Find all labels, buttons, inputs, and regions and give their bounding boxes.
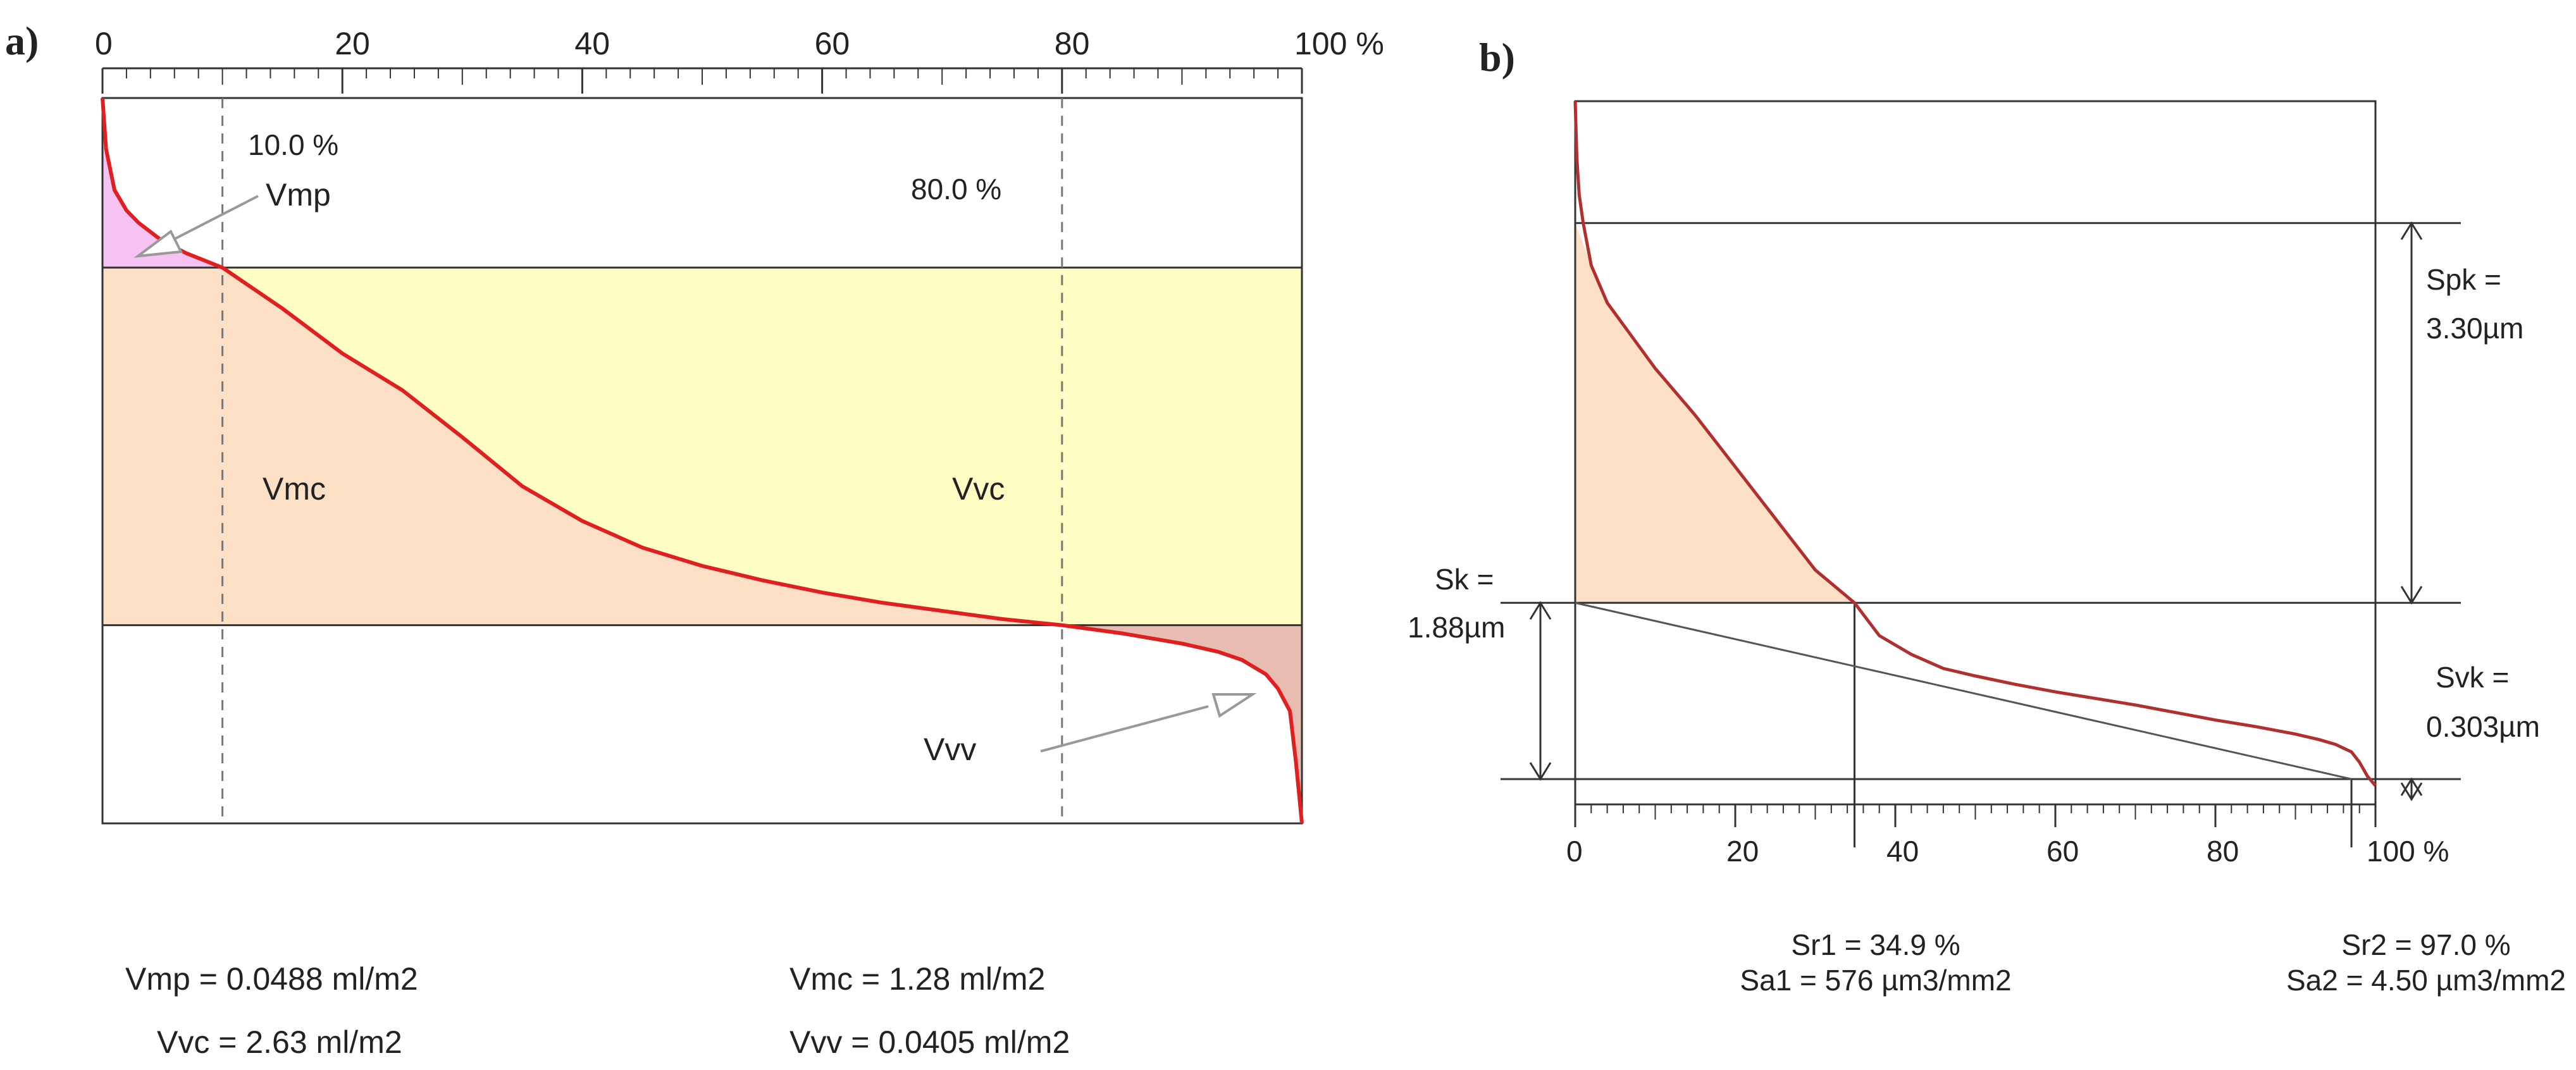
vmp-region-label: Vmp — [266, 177, 331, 212]
vvv-result: Vvv = 0.0405 ml/m2 — [790, 1024, 1070, 1060]
panel-b-curve — [1573, 101, 2377, 787]
panel-b-chart: 0 20 40 60 80 100 % Spk = 3.30µm Sk = 1.88µm … — [1408, 100, 2566, 997]
panel-b-tick-label: 0 — [1566, 835, 1583, 868]
panel-b-tick-label: 100 % — [2367, 835, 2449, 868]
panel-b-tick-label: 80 — [2207, 835, 2239, 868]
sa1-result: Sa1 = 576 µm3/mm2 — [1740, 964, 2011, 997]
panel-a-plot-border — [101, 97, 1303, 825]
sk-dimension-arrow — [1529, 601, 1552, 781]
ref-line-80-label: 80.0 % — [911, 173, 1001, 206]
panel-b-axis: 0 20 40 60 80 100 % — [1566, 803, 2449, 868]
panel-a-tick-label: 60 — [815, 26, 850, 61]
spk-peak-area — [1575, 223, 1855, 603]
vmc-result: Vmc = 1.28 ml/m2 — [790, 961, 1045, 997]
sa2-result: Sa2 = 4.50 µm3/mm2 — [2286, 964, 2566, 997]
vmp-region — [102, 98, 223, 268]
panel-b-tick-label: 20 — [1726, 835, 1759, 868]
vmc-region — [102, 268, 1062, 625]
sk-dimension-arrow-head-top — [1529, 601, 1552, 620]
spk-dimension-arrow-head-bottom — [2400, 586, 2423, 605]
vmp-pointer-arrow — [133, 195, 259, 258]
dimension-arrows — [1529, 221, 2423, 801]
sr1-result: Sr1 = 34.9 % — [1791, 928, 1960, 961]
vvv-pointer-arrow — [1040, 693, 1257, 753]
panel-b-label: b) — [1479, 35, 1515, 80]
panel-b-fills — [1575, 223, 1855, 603]
panel-a-tick-label: 20 — [335, 26, 370, 61]
svk-value: 0.303µm — [2426, 710, 2540, 743]
vvc-region-label: Vvc — [952, 471, 1005, 507]
sk-label-line1: Sk = — [1435, 563, 1494, 596]
vmc-region-label: Vmc — [263, 471, 326, 507]
vmp-result: Vmp = 0.0488 ml/m2 — [125, 961, 418, 997]
panel-a-tick-label: 100 % — [1294, 26, 1384, 61]
panel-b-tick-label: 60 — [2047, 835, 2079, 868]
vvv-region — [1062, 625, 1302, 823]
svk-dimension-arrow — [2400, 777, 2423, 801]
panel-a-label: a) — [5, 18, 39, 63]
panel-a-frame — [101, 97, 1303, 825]
equivalent-straight-line — [1575, 601, 2352, 780]
vvv-region-label: Vvv — [924, 732, 976, 767]
spk-value: 3.30µm — [2426, 312, 2523, 345]
panel-a-axis: 0 20 40 60 80 100 % — [95, 26, 1384, 94]
spk-dimension-arrow-head-top — [2400, 221, 2423, 240]
vvc-result: Vvc = 2.63 ml/m2 — [157, 1024, 402, 1060]
panel-a-chart: 0 20 40 60 80 100 % 10.0 % 80.0 % Vmp Vmc Vvc… — [95, 26, 1384, 1060]
panel-b-tick-label: 40 — [1886, 835, 1919, 868]
spk-label-line1: Spk = — [2426, 263, 2501, 296]
sk-value: 1.88µm — [1408, 611, 1505, 644]
spk-dimension-arrow — [2400, 221, 2423, 605]
ref-line-10-label: 10.0 % — [248, 128, 338, 161]
sk-dimension-arrow-head-bottom — [1529, 762, 1552, 781]
svk-label-line1: Svk = — [2436, 661, 2509, 694]
panel-a-tick-label: 80 — [1055, 26, 1090, 61]
sr2-result: Sr2 = 97.0 % — [2341, 928, 2510, 961]
panel-a-tick-label: 40 — [574, 26, 610, 61]
panel-a-tick-label: 0 — [95, 26, 113, 61]
svk-dimension-arrow-head-bottom — [2400, 782, 2423, 801]
